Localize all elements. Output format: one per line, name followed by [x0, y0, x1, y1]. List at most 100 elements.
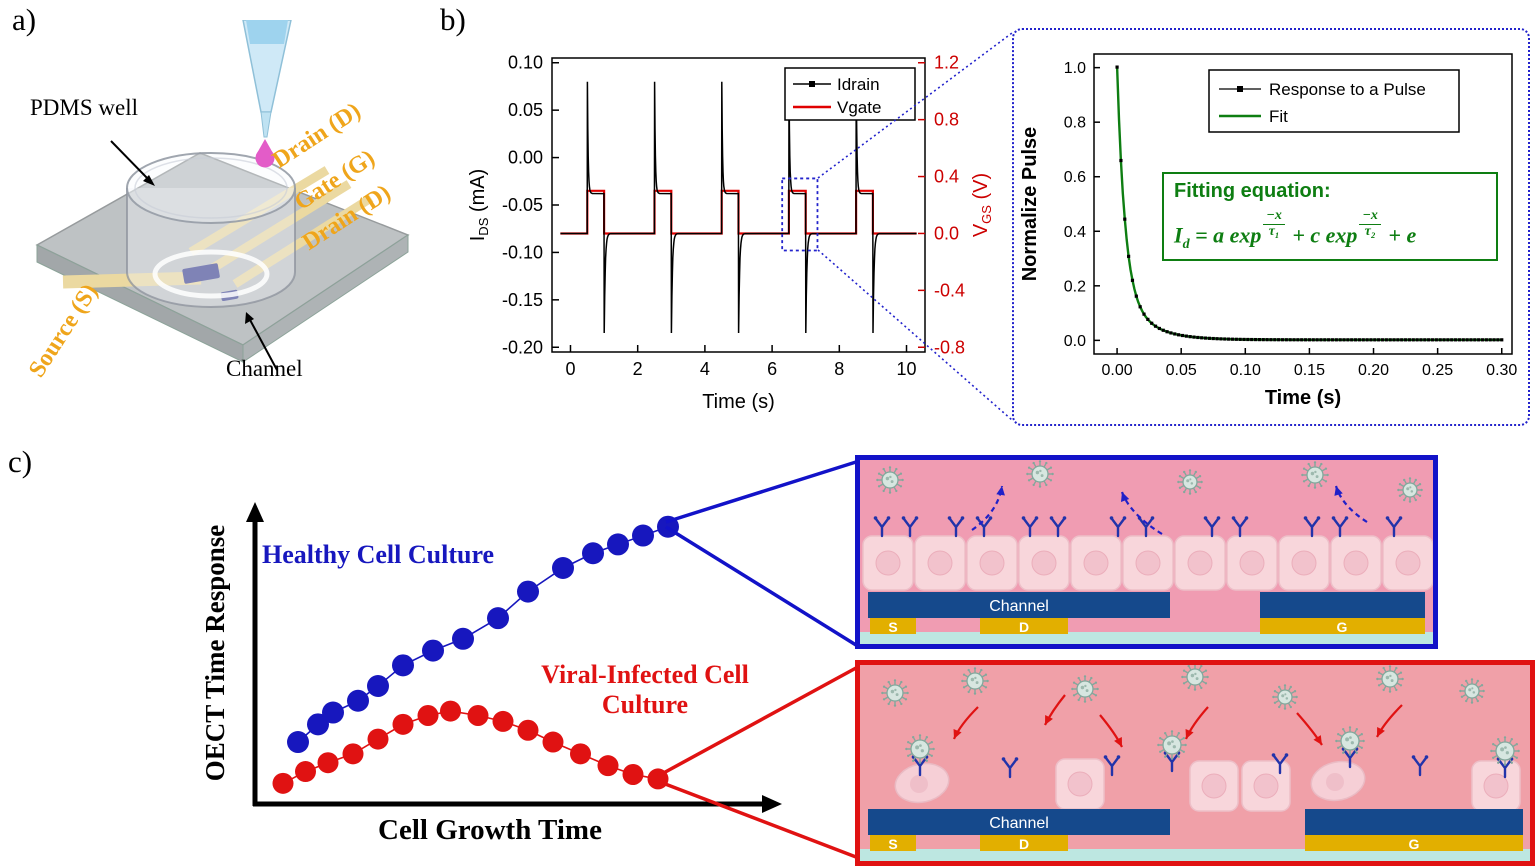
virus-icon: [1272, 684, 1298, 710]
healthy-decorations: [862, 460, 1434, 591]
channel-bar-label: Channel: [989, 598, 1049, 615]
svg-text:0.15: 0.15: [1294, 362, 1325, 379]
svg-text:0: 0: [565, 359, 575, 379]
infected-culture-panel: Channel S D G: [855, 660, 1535, 866]
virus-icon: [961, 667, 989, 695]
antibody-icon: [912, 756, 928, 777]
series-line-1: [282, 710, 659, 785]
svg-text:1.2: 1.2: [934, 53, 959, 73]
antibody-icon: [1412, 756, 1428, 777]
antibody-icon: [948, 517, 964, 538]
antibody-icon: [1272, 754, 1288, 775]
virus-icon: [1071, 675, 1099, 703]
virus-icon: [1301, 461, 1329, 489]
svg-text:1.0: 1.0: [1064, 60, 1086, 77]
svg-text:10: 10: [897, 359, 917, 379]
response-scatter: [1115, 65, 1504, 342]
gate-electrode: [1305, 835, 1523, 851]
antibody-icon: [1342, 748, 1358, 769]
svg-text:0.05: 0.05: [508, 100, 543, 120]
antibody-icon: [1104, 756, 1120, 777]
infected-decorations: [881, 663, 1521, 812]
antibody-icon: [1050, 517, 1066, 538]
infected-electrodes: Channel S D G: [860, 809, 1530, 861]
svg-text:-0.10: -0.10: [502, 242, 543, 262]
svg-text:0.00: 0.00: [1102, 362, 1133, 379]
channel-bar-right: [1305, 809, 1523, 835]
oect-time-response-ylabel: OECT Time Response: [200, 524, 230, 782]
motion-arrow: [971, 485, 1004, 531]
svg-text:0.20: 0.20: [1358, 362, 1389, 379]
vgs-axis-title: VGS (V): [970, 173, 994, 237]
channel-bar-left: [868, 809, 1170, 835]
infected-cell-culture-label: Viral-Infected Cell Culture: [541, 660, 749, 719]
svg-text:-0.20: -0.20: [502, 337, 543, 357]
decay-legend: Response to a Pulse Fit: [1208, 69, 1460, 133]
antibody-icon: [1138, 517, 1154, 538]
svg-text:2: 2: [633, 359, 643, 379]
gold-electrode-stripes: [62, 166, 374, 289]
antibody-icon: [874, 517, 890, 538]
svg-text:0.30: 0.30: [1486, 362, 1517, 379]
schematic-chart: [246, 502, 782, 813]
healthy-cell-culture-label: Healthy Cell Culture: [262, 540, 495, 569]
antibody-icon: [1204, 517, 1220, 538]
svg-text:0.8: 0.8: [1064, 115, 1086, 132]
fitting-equation: Id = a exp −x τ₁ + c exp −x τ₂ + e: [1174, 208, 1417, 253]
antibody-icon: [1022, 517, 1038, 538]
virus-icon: [1181, 663, 1209, 691]
normalize-pulse-axis-title: Normalize Pulse: [1019, 127, 1041, 282]
motion-arrow: [1334, 485, 1368, 523]
idrain-series: [560, 81, 917, 334]
gate-electrode-label: G: [1409, 836, 1420, 852]
antibody-icon: [976, 517, 992, 538]
healthy-electrodes: Channel S D G: [860, 592, 1433, 644]
source-electrode: [870, 835, 916, 851]
ids-axis-title: IDS (mA): [467, 169, 491, 242]
svg-text:6: 6: [767, 359, 777, 379]
gate-electrode: [1260, 618, 1425, 634]
cell-growth-time-xlabel: Cell Growth Time: [378, 814, 602, 846]
source-electrode: [870, 618, 916, 634]
droplet-icon: [255, 139, 275, 168]
antibody-icon: [1304, 517, 1320, 538]
pulse-legend: Idrain Vgate: [784, 67, 916, 121]
healthy-culture-panel: Channel S D G: [855, 455, 1438, 649]
panel-c-label: c): [8, 444, 33, 479]
virus-icon: [1157, 730, 1187, 760]
virus-icon: [1490, 736, 1520, 766]
svg-text:0.8: 0.8: [934, 110, 959, 130]
antibody-icon: [1497, 758, 1513, 779]
svg-text:-0.15: -0.15: [502, 290, 543, 310]
zoom-region-box: [781, 177, 819, 252]
svg-text:Vgate: Vgate: [837, 98, 881, 117]
drain-electrode-label: D: [1019, 619, 1029, 635]
antibody-icon: [1386, 517, 1402, 538]
inset-time-axis-title: Time (s): [1265, 387, 1341, 409]
antibody-icon: [1332, 517, 1348, 538]
series-dots-1: [272, 700, 669, 794]
svg-text:Response to a Pulse: Response to a Pulse: [1269, 80, 1426, 99]
svg-text:0.10: 0.10: [508, 53, 543, 73]
svg-text:0.2: 0.2: [1064, 278, 1086, 295]
annotation-arrows: [110, 140, 278, 371]
source-electrode-label: S: [888, 619, 897, 635]
virus-icon: [1459, 678, 1485, 704]
virus-icon: [1335, 726, 1365, 756]
antibody-icon: [1232, 517, 1248, 538]
decay-chart: 0.00 0.05 0.10 0.15 0.20 0.25 0.30 1.0 0.8 0.6 0.4…: [1019, 53, 1517, 409]
drain-electrode: [980, 618, 1068, 634]
antibody-icon: [902, 517, 918, 538]
panel-a-label: a): [12, 2, 37, 37]
virus-icon: [1177, 469, 1203, 495]
panel-b-label: b): [440, 2, 466, 37]
channel-bar-left: [868, 592, 1170, 618]
infected-culture-illustration: Channel S D G: [860, 663, 1530, 861]
svg-text:0.4: 0.4: [1064, 224, 1086, 241]
virus-icon: [905, 734, 935, 764]
pulse-chart: 0 2 4 6 8 10 0.10 0.05 0.00 -0.05 -0.10 -0.15 -0.20 1…: [467, 53, 994, 413]
time-axis-title: Time (s): [702, 391, 775, 413]
svg-text:-0.05: -0.05: [502, 195, 543, 215]
substrate: [860, 849, 1530, 861]
virus-icon: [1397, 477, 1423, 503]
